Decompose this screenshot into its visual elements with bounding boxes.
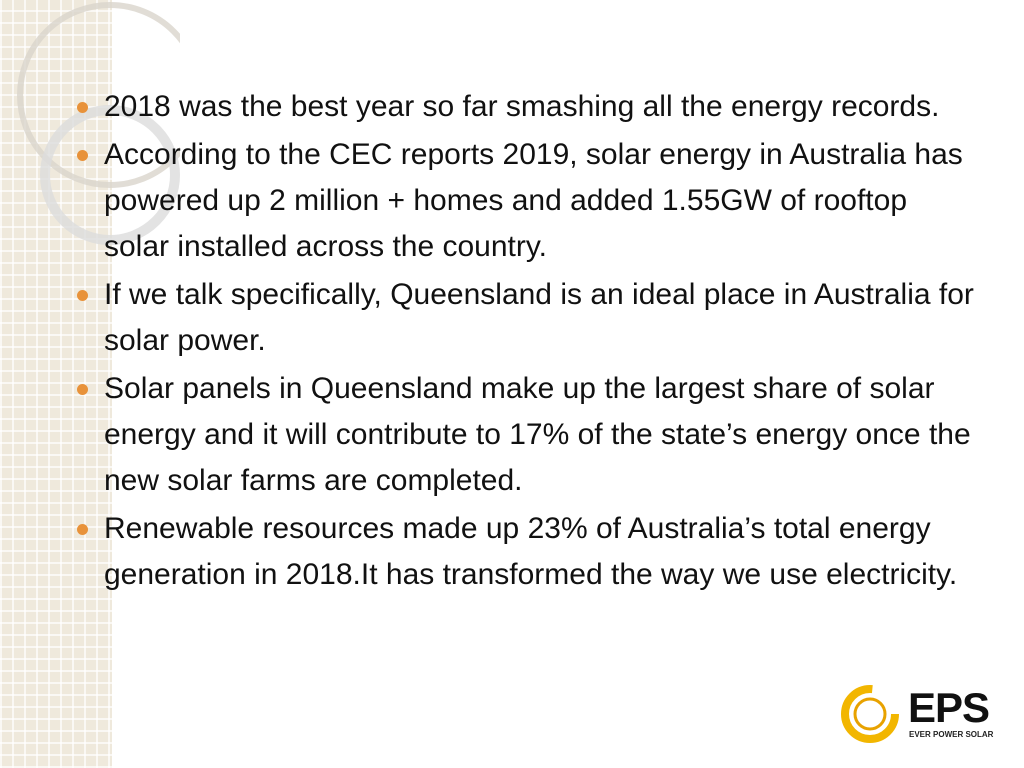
bullet: Solar panels in Queensland make up the l… xyxy=(77,366,974,504)
logo-icon xyxy=(841,685,899,743)
decoration xyxy=(17,2,180,245)
logo-tagline: EVER POWER SOLAR xyxy=(909,730,994,739)
side-pattern xyxy=(0,0,112,768)
bullet: Renewable resources made up 23% of Austr… xyxy=(77,506,974,598)
bullet-list: 2018 was the best year so far smashing a… xyxy=(77,84,974,600)
logo-name: EPS xyxy=(908,684,990,731)
bullet: If we talk specifically, Queensland is a… xyxy=(77,272,974,364)
bullet: 2018 was the best year so far smashing a… xyxy=(77,84,974,130)
logo: EPS EVER POWER SOLAR xyxy=(836,682,1006,746)
bullet: According to the CEC reports 2019, solar… xyxy=(77,132,974,270)
